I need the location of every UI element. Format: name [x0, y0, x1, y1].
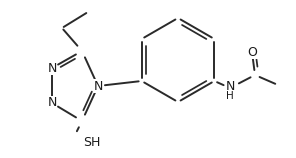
Text: N: N [47, 61, 57, 75]
Text: N: N [93, 79, 103, 92]
Text: N: N [225, 79, 235, 92]
Text: O: O [247, 46, 257, 58]
Text: SH: SH [83, 137, 101, 149]
Text: H: H [226, 91, 234, 101]
Text: N: N [47, 97, 57, 109]
